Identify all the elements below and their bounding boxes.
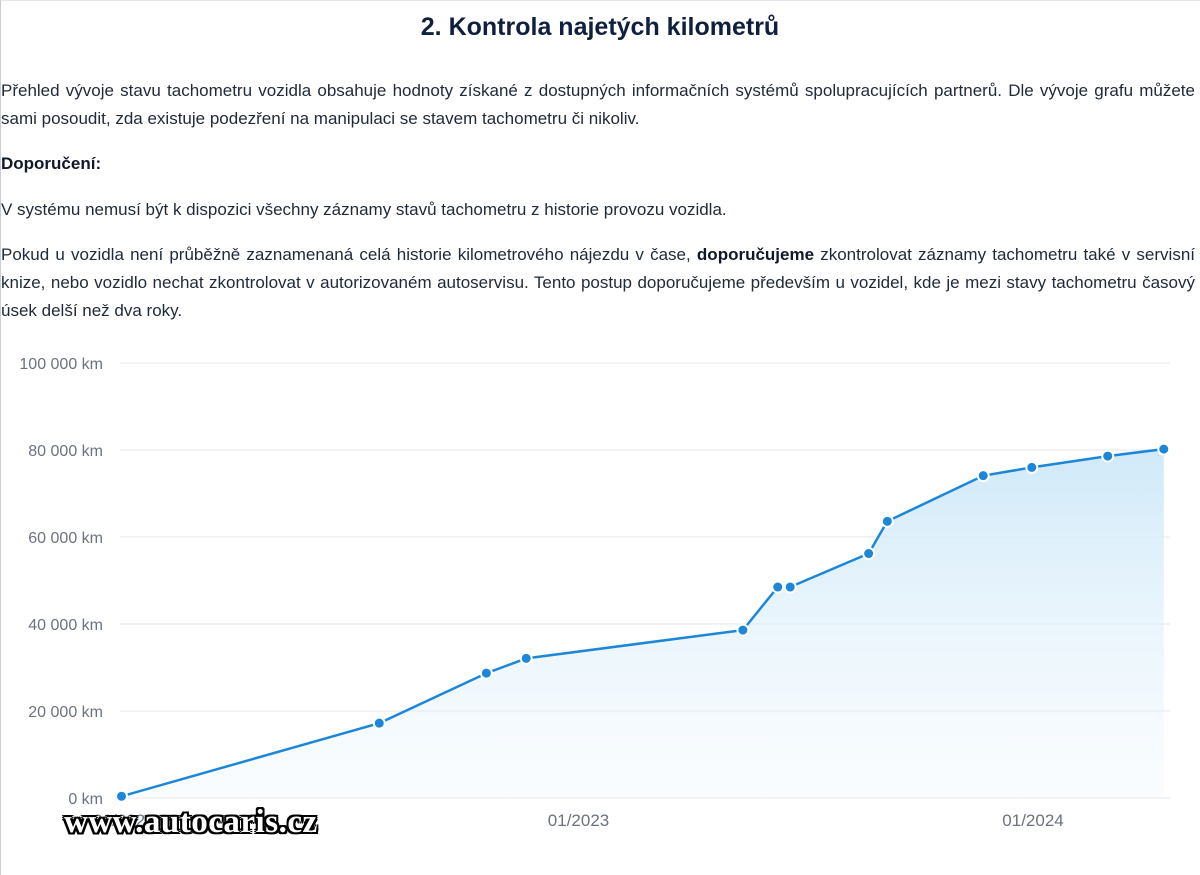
- intro-paragraph: Přehled vývoje stavu tachometru vozidla …: [1, 81, 1195, 128]
- recommendation-paragraph: Pokud u vozidla není průběžně zaznamenan…: [1, 241, 1195, 325]
- data-point: [372, 716, 386, 730]
- recommendation-heading: Doporučení:: [1, 154, 102, 173]
- section-title: 2. Kontrola najetých kilometrů: [420, 13, 780, 41]
- y-tick-label: 100 000 km: [19, 356, 103, 373]
- y-axis-labels: 0 km 20 000 km 40 000 km 60 000 km 80 000 km…: [19, 356, 103, 808]
- recommendation-emphasis: doporučujeme: [696, 245, 815, 264]
- data-points: [115, 442, 1171, 803]
- mileage-chart: 0 km 20 000 km 40 000 km 60 000 km 80 000 km…: [19, 356, 1171, 830]
- data-point: [771, 580, 785, 594]
- y-tick-label: 60 000 km: [28, 530, 103, 547]
- data-point: [976, 469, 990, 483]
- data-point: [862, 547, 876, 561]
- mileage-area: [121, 449, 1164, 798]
- x-axis-labels: 01/2022 01/2023 01/2024: [93, 811, 1063, 830]
- recommendation-note: V systému nemusí být k dispozici všechny…: [1, 200, 727, 219]
- x-tick-label: 01/2024: [1002, 811, 1063, 830]
- watermark-text: www.autocaris.cz: [64, 804, 318, 840]
- y-tick-label: 20 000 km: [28, 704, 103, 721]
- data-point: [519, 651, 533, 665]
- x-tick-label: 01/2022: [93, 811, 154, 830]
- y-tick-label: 0 km: [68, 791, 103, 808]
- data-point: [1101, 449, 1115, 463]
- data-point: [736, 623, 750, 637]
- data-point: [1025, 460, 1039, 474]
- y-tick-label: 40 000 km: [28, 617, 103, 634]
- data-point: [479, 666, 493, 680]
- y-tick-label: 80 000 km: [28, 443, 103, 460]
- x-tick-label: 01/2023: [548, 811, 609, 830]
- data-point: [783, 580, 797, 594]
- data-point: [115, 789, 129, 803]
- data-point: [1157, 442, 1171, 456]
- data-point: [880, 514, 894, 528]
- recommendation-text-part2: zkontrolovat záznamy tachometru také v s…: [1, 245, 1196, 320]
- recommendation-text-part1: Pokud u vozidla není průběžně zaznamenan…: [1, 245, 697, 264]
